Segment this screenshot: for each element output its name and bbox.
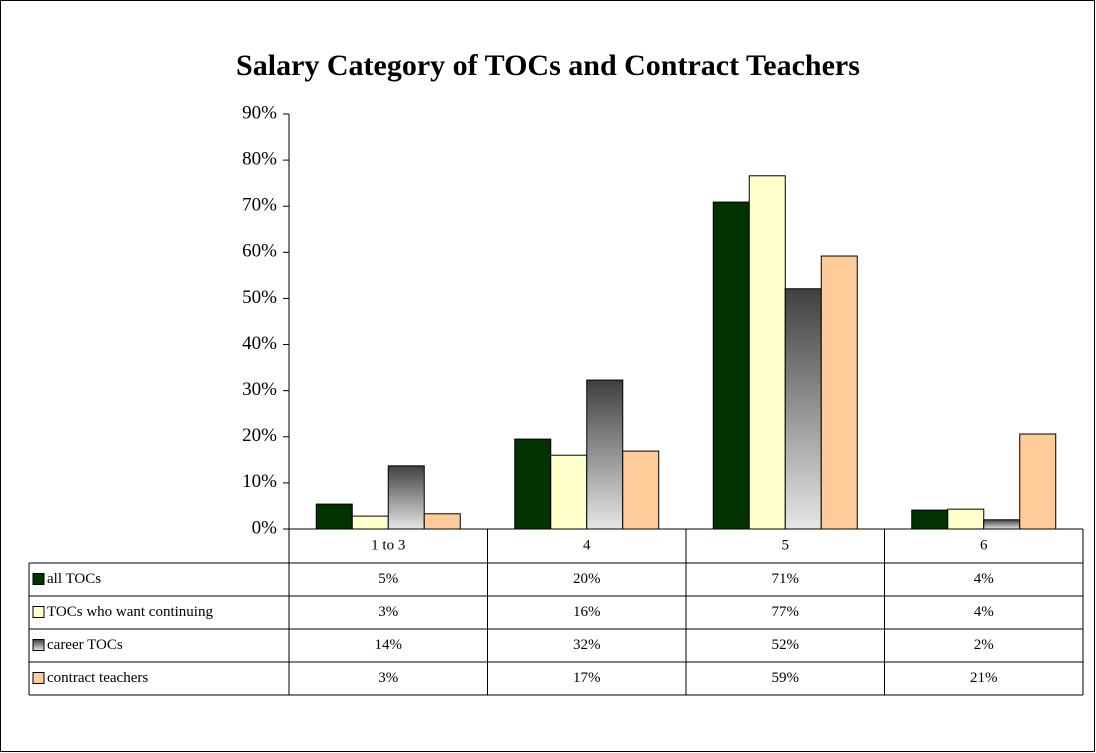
x-tick-label: 5	[782, 537, 790, 553]
chart-title: Salary Category of TOCs and Contract Tea…	[236, 49, 860, 82]
bar	[622, 450, 660, 530]
data-label: 14%	[375, 637, 403, 653]
y-tick-label: 90%	[242, 102, 277, 123]
data-label: 3%	[378, 604, 398, 620]
bar	[820, 255, 858, 530]
data-label: 2%	[974, 637, 994, 653]
legend-label: all TOCs	[47, 571, 101, 587]
data-label: 4%	[974, 571, 994, 587]
data-label: 3%	[378, 670, 398, 686]
data-label: 5%	[378, 571, 398, 587]
legend-label: career TOCs	[47, 637, 123, 653]
data-label: 21%	[970, 670, 998, 686]
legend-key	[32, 573, 45, 585]
legend-key	[32, 606, 45, 618]
legend-key	[32, 639, 45, 651]
x-tick-label: 1 to 3	[371, 537, 405, 553]
bar	[712, 201, 750, 530]
bar	[784, 288, 822, 530]
legend-label: contract teachers	[47, 670, 148, 686]
y-tick-label: 80%	[242, 148, 277, 169]
data-label: 17%	[573, 670, 601, 686]
y-tick-label: 40%	[242, 333, 277, 354]
bar	[387, 465, 425, 530]
y-tick-label: 60%	[242, 241, 277, 262]
data-label: 16%	[573, 604, 601, 620]
x-tick-label: 6	[980, 537, 988, 553]
data-label: 77%	[772, 604, 800, 620]
y-tick-label: 50%	[242, 287, 277, 308]
bar	[911, 509, 949, 530]
bar	[983, 519, 1021, 530]
data-label: 71%	[772, 571, 800, 587]
data-label: 52%	[772, 637, 800, 653]
x-tick-label: 4	[583, 537, 591, 553]
bar	[947, 508, 985, 530]
legend-label: TOCs who want continuing	[47, 604, 213, 620]
data-label: 4%	[974, 604, 994, 620]
y-tick-label: 30%	[242, 379, 277, 400]
data-label: 20%	[573, 571, 601, 587]
data-label: 32%	[573, 637, 601, 653]
y-tick-label: 20%	[242, 425, 277, 446]
bar	[423, 513, 461, 530]
y-tick-label: 10%	[242, 471, 277, 492]
y-tick-label: 0%	[252, 517, 278, 538]
data-label: 59%	[772, 670, 800, 686]
bar	[1019, 433, 1057, 530]
bar	[351, 515, 389, 530]
legend-key	[32, 672, 45, 684]
bar	[315, 503, 353, 530]
bar	[748, 175, 786, 530]
bar	[586, 379, 624, 530]
y-tick-label: 70%	[242, 195, 277, 216]
bar	[550, 454, 588, 530]
bar	[514, 438, 552, 530]
